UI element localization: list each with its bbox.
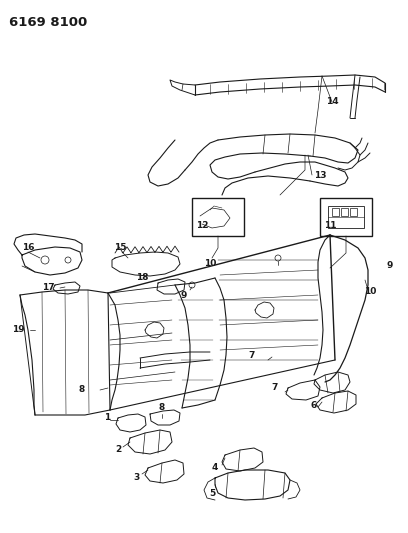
Text: 9: 9 xyxy=(181,290,187,300)
Text: 15: 15 xyxy=(114,244,126,253)
Text: 12: 12 xyxy=(196,222,208,230)
Text: 10: 10 xyxy=(204,259,216,268)
Text: 4: 4 xyxy=(212,464,218,472)
Bar xyxy=(350,208,357,216)
Bar xyxy=(341,208,348,216)
Text: 2: 2 xyxy=(115,446,121,455)
Text: 13: 13 xyxy=(314,171,326,180)
Text: 1: 1 xyxy=(104,414,110,423)
Bar xyxy=(192,198,244,236)
Text: 6: 6 xyxy=(311,400,317,409)
Text: 7: 7 xyxy=(272,384,278,392)
Bar xyxy=(320,198,372,236)
Text: 18: 18 xyxy=(136,273,148,282)
Text: 5: 5 xyxy=(209,489,215,497)
Text: 11: 11 xyxy=(324,222,336,230)
Text: 8: 8 xyxy=(159,402,165,411)
Text: 10: 10 xyxy=(364,287,376,296)
Bar xyxy=(328,206,364,228)
Text: 8: 8 xyxy=(79,385,85,394)
Text: 6169 8100: 6169 8100 xyxy=(9,16,87,29)
Text: 19: 19 xyxy=(12,326,24,335)
Text: 3: 3 xyxy=(133,473,139,482)
Text: 9: 9 xyxy=(387,261,393,270)
Bar xyxy=(332,208,339,216)
Text: 7: 7 xyxy=(249,351,255,359)
Text: 17: 17 xyxy=(42,284,54,293)
Text: 16: 16 xyxy=(22,243,34,252)
Text: 14: 14 xyxy=(326,98,338,107)
